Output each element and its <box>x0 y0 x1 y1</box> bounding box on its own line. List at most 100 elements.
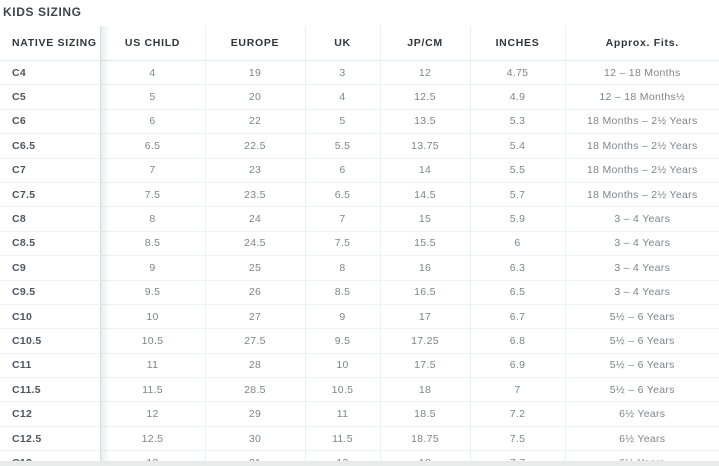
size-cell: 6 <box>469 231 565 257</box>
size-cell: 30 <box>204 426 305 452</box>
size-cell: 6.5 <box>304 182 380 208</box>
native-size-cell: C9.5 <box>0 280 101 305</box>
size-cell: 6 <box>99 109 205 135</box>
table-row: C7.5 7.5 23.5 6.5 14.5 5.7 18 Months – 2½ Year… <box>0 182 719 208</box>
native-size-cell: C7 <box>0 158 101 183</box>
size-cell: 10.5 <box>99 328 205 354</box>
size-cell: 6½ Years <box>564 401 719 427</box>
size-cell: 7.5 <box>99 182 205 208</box>
native-size-cell: C10 <box>0 304 101 330</box>
table-row: C9 9 25 8 16 6.3 3 – 4 Years <box>0 255 719 281</box>
column-header-native-sizing: NATIVE SIZING <box>0 26 101 61</box>
size-cell: 17.5 <box>379 353 470 379</box>
size-cell: 8 <box>99 206 205 232</box>
size-cell: 18 Months – 2½ Years <box>564 109 719 135</box>
column-header-us-child: US CHILD <box>99 26 205 61</box>
size-cell: 26 <box>204 280 305 305</box>
size-cell: 22 <box>204 109 305 135</box>
table-row: C5 5 20 4 12.5 4.9 12 – 18 Months½ <box>0 84 719 110</box>
size-cell: 3 – 4 Years <box>564 255 719 281</box>
kids-sizing-table: NATIVE SIZING US CHILD EUROPE UK JP/CM INCHES… <box>0 26 719 466</box>
size-cell: 5.3 <box>469 109 565 135</box>
size-cell: 12.5 <box>379 84 470 110</box>
size-cell: 6.5 <box>99 133 205 159</box>
table-row: C12 12 29 11 18.5 7.2 6½ Years <box>0 401 719 427</box>
size-cell: 7.5 <box>469 426 565 452</box>
table-row: C4 4 19 3 12 4.75 12 – 18 Months <box>0 60 719 86</box>
table-row: C6.5 6.5 22.5 5.5 13.75 5.4 18 Months – 2½ Yea… <box>0 133 719 159</box>
size-cell: 9 <box>304 304 380 330</box>
size-cell: 28.5 <box>204 377 305 403</box>
size-cell: 6.9 <box>469 353 565 379</box>
size-cell: 23 <box>204 158 305 183</box>
column-header-jp-cm: JP/CM <box>379 26 470 61</box>
size-cell: 6.8 <box>469 328 565 354</box>
size-cell: 15.5 <box>379 231 470 257</box>
size-cell: 11 <box>99 353 205 379</box>
size-cell: 5½ – 6 Years <box>564 377 719 403</box>
size-cell: 14 <box>379 158 470 183</box>
native-size-cell: C8 <box>0 206 101 232</box>
native-size-cell: C4 <box>0 60 101 86</box>
table-row: C6 6 22 5 13.5 5.3 18 Months – 2½ Years <box>0 109 719 135</box>
size-cell: 13.5 <box>379 109 470 135</box>
size-cell: 6.5 <box>469 280 565 305</box>
size-cell: 4.9 <box>469 84 565 110</box>
size-cell: 27.5 <box>204 328 305 354</box>
size-cell: 18 Months – 2½ Years <box>564 182 719 208</box>
size-cell: 5.4 <box>469 133 565 159</box>
table-body: C4 4 19 3 12 4.75 12 – 18 Months C5 5 20 4 12.5 4.9 1… <box>0 60 719 466</box>
native-size-cell: C5 <box>0 84 101 110</box>
size-cell: 18 Months – 2½ Years <box>564 158 719 183</box>
table-row: C9.5 9.5 26 8.5 16.5 6.5 3 – 4 Years <box>0 280 719 305</box>
size-cell: 13.75 <box>379 133 470 159</box>
size-cell: 9.5 <box>99 280 205 305</box>
table-row: C11 11 28 10 17.5 6.9 5½ – 6 Years <box>0 353 719 379</box>
size-cell: 5½ – 6 Years <box>564 328 719 354</box>
size-cell: 5 <box>304 109 380 135</box>
size-cell: 18.75 <box>379 426 470 452</box>
size-cell: 10 <box>99 304 205 330</box>
size-cell: 3 <box>304 60 380 86</box>
size-cell: 24 <box>204 206 305 232</box>
size-cell: 17.25 <box>379 328 470 354</box>
size-cell: 18.5 <box>379 401 470 427</box>
size-cell: 6 <box>304 158 380 183</box>
size-cell: 5½ – 6 Years <box>564 304 719 330</box>
size-cell: 12 <box>99 401 205 427</box>
size-cell: 16.5 <box>379 280 470 305</box>
header-row: NATIVE SIZING US CHILD EUROPE UK JP/CM INCHES… <box>0 26 719 61</box>
table-row: C10.5 10.5 27.5 9.5 17.25 6.8 5½ – 6 Years <box>0 328 719 354</box>
size-cell: 12 – 18 Months½ <box>564 84 719 110</box>
size-cell: 14.5 <box>379 182 470 208</box>
table-row: C8 8 24 7 15 5.9 3 – 4 Years <box>0 206 719 232</box>
size-cell: 7.2 <box>469 401 565 427</box>
native-size-cell: C11.5 <box>0 377 101 403</box>
size-cell: 6.3 <box>469 255 565 281</box>
size-cell: 9.5 <box>304 328 380 354</box>
column-header-uk: UK <box>304 26 380 61</box>
column-header-inches: INCHES <box>469 26 565 61</box>
size-cell: 11.5 <box>304 426 380 452</box>
size-cell: 20 <box>204 84 305 110</box>
native-size-cell: C6 <box>0 109 101 135</box>
table-row: C11.5 11.5 28.5 10.5 18 7 5½ – 6 Years <box>0 377 719 403</box>
size-cell: 9 <box>99 255 205 281</box>
size-cell: 12.5 <box>99 426 205 452</box>
size-cell: 3 – 4 Years <box>564 280 719 305</box>
horizontal-scrollbar[interactable] <box>0 461 719 466</box>
table-row: C12.5 12.5 30 11.5 18.75 7.5 6½ Years <box>0 426 719 452</box>
size-cell: 5.7 <box>469 182 565 208</box>
size-cell: 7 <box>99 158 205 183</box>
column-header-approx-fits: Approx. Fits. <box>564 26 719 61</box>
size-cell: 7 <box>469 377 565 403</box>
table-row: C10 10 27 9 17 6.7 5½ – 6 Years <box>0 304 719 330</box>
size-cell: 18 <box>379 377 470 403</box>
native-size-cell: C7.5 <box>0 182 101 208</box>
size-cell: 23.5 <box>204 182 305 208</box>
size-cell: 11.5 <box>99 377 205 403</box>
native-size-cell: C6.5 <box>0 133 101 159</box>
column-header-europe: EUROPE <box>204 26 305 61</box>
size-cell: 3 – 4 Years <box>564 231 719 257</box>
